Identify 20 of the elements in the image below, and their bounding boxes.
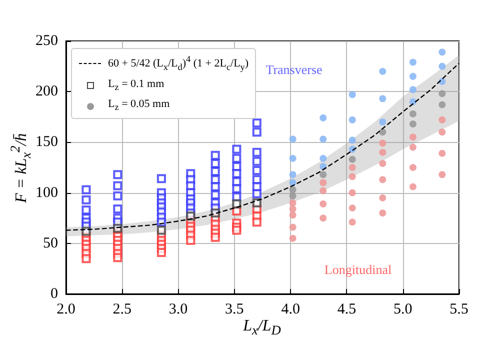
x-tick-label: 5.5 [450, 302, 468, 318]
y-tick-label: 100 [36, 184, 58, 201]
x-tick-label: 4.5 [337, 302, 356, 318]
x-axis-title: L$_{x}$/L$_{D}$ [243, 317, 281, 339]
x-tick-label: 2.5 [112, 302, 132, 318]
x-tick-label: 2.0 [56, 302, 76, 318]
x-tick-label: 3.5 [225, 302, 244, 318]
y-tick-label: 50 [43, 235, 58, 252]
y-tick-label: 150 [36, 134, 58, 150]
y-tick-label: 250 [36, 33, 58, 49]
text: 60 + 5/42 (L$_{x}$/L$_{d}$)$^{4}$ (1 + 2L$_{c}$/L$_{y}$) [108, 54, 249, 72]
legend-label: L$_{z}$ = 0.1 mm [108, 76, 164, 94]
x-tick-label: 3.0 [168, 302, 188, 318]
legend-label: L$_{z}$ = 0.05 mm [108, 97, 170, 114]
y-tick-label: 0 [50, 286, 58, 302]
annotation: Longitudinal [324, 262, 392, 278]
y-tick-label: 200 [36, 84, 58, 100]
annotation: Transverse [266, 62, 322, 78]
x-tick-label: 5.0 [393, 302, 412, 318]
x-tick-label: 4.0 [281, 302, 300, 318]
